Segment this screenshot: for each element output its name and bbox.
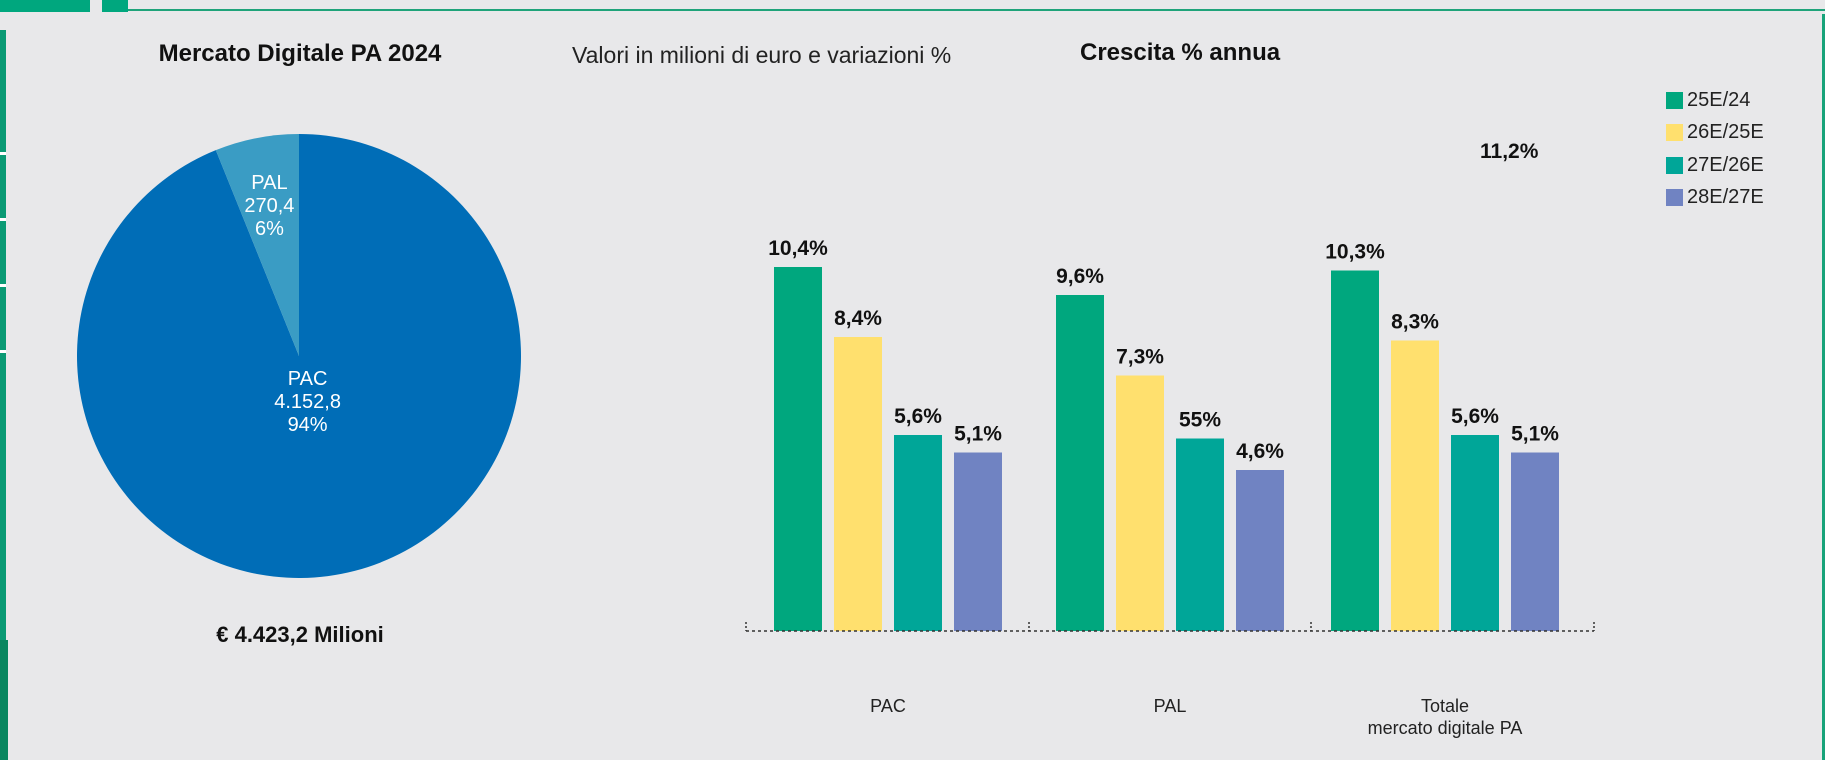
frame-left-tick [0,152,6,155]
bar-28E-27E [954,452,1002,631]
bar-value-label: 4,6% [1236,440,1284,463]
bar-value-label: 5,6% [1451,405,1499,428]
bar-26E-25E [1116,375,1164,631]
frame-top-block [102,0,128,12]
bar-value-label: 55% [1179,409,1221,432]
pie-slice-label: 94% [288,414,328,436]
legend-swatch [1666,189,1683,207]
bar-27E-26E [1451,435,1499,631]
bar-26E-25E [1391,340,1439,631]
pie-slice-label: 4.152,8 [274,391,341,413]
legend-item: 25E/24 [1666,84,1764,117]
bar-value-label: 10,3% [1325,241,1385,264]
legend-swatch [1666,156,1683,174]
legend-item: 26E/25E [1666,117,1764,150]
frame-left-bar-dark [0,640,8,760]
pie-slice-pal [215,134,299,356]
bar-27E-26E [1176,438,1224,631]
bar-25E-24 [1056,295,1104,631]
x-tick-label: mercato digitale PA [1368,718,1523,738]
bar-value-label: 9,6% [1056,265,1104,288]
legend-label: 25E/24 [1687,88,1751,111]
legend-item: 27E/26E [1666,149,1764,182]
legend-swatch [1666,124,1683,142]
bar-chart-title: Crescita % annua [1080,39,1281,66]
legend-swatch [1666,91,1683,109]
bar-value-label: 8,4% [834,307,882,330]
legend: 25E/24 26E/25E 27E/26E 28E/27E [1666,84,1764,214]
bar-28E-27E [1236,470,1284,631]
bar-value-label: 7,3% [1116,346,1164,369]
pie-slice-label: PAL [251,172,287,194]
pie-total-label: € 4.423,2 Milioni [216,622,384,647]
subtitle: Valori in milioni di euro e variazioni % [572,42,952,68]
pie-title: Mercato Digitale PA 2024 [158,40,442,67]
pie-slice-label: 270,4 [244,195,294,217]
pie-slice-label: PAC [288,368,328,390]
pie-slice-label: 6% [255,218,284,240]
x-tick-label: PAC [870,696,906,716]
frame-left-tick [0,350,6,353]
x-tick-label: Totale [1421,696,1469,716]
bar-value-label: 5,6% [894,405,942,428]
frame-left-bar [0,30,6,750]
legend-label: 27E/26E [1687,153,1764,176]
frame-left-tick [0,218,6,221]
bar-value-label: 5,1% [954,423,1002,446]
legend-label: 28E/27E [1687,186,1764,209]
legend-item: 28E/27E [1666,182,1764,215]
x-tick-label: PAL [1154,696,1187,716]
bar-28E-27E [1511,452,1559,631]
bar-25E-24 [1331,270,1379,631]
frame-left-tick [0,284,6,287]
bar-25E-24 [774,267,822,631]
frame-top-block [0,0,90,12]
bar-value-label: 10,4% [768,237,828,260]
bar-26E-25E [834,337,882,631]
pie-slice-pac [77,134,522,578]
frame-top-line [128,9,1825,11]
bar-value-label: 8,3% [1391,311,1439,334]
bar-27E-26E [894,435,942,631]
stray-value-label: 11,2% [1480,140,1539,163]
legend-label: 26E/25E [1687,121,1764,144]
frame-right-bar [1822,14,1825,760]
bar-value-label: 5,1% [1511,423,1559,446]
